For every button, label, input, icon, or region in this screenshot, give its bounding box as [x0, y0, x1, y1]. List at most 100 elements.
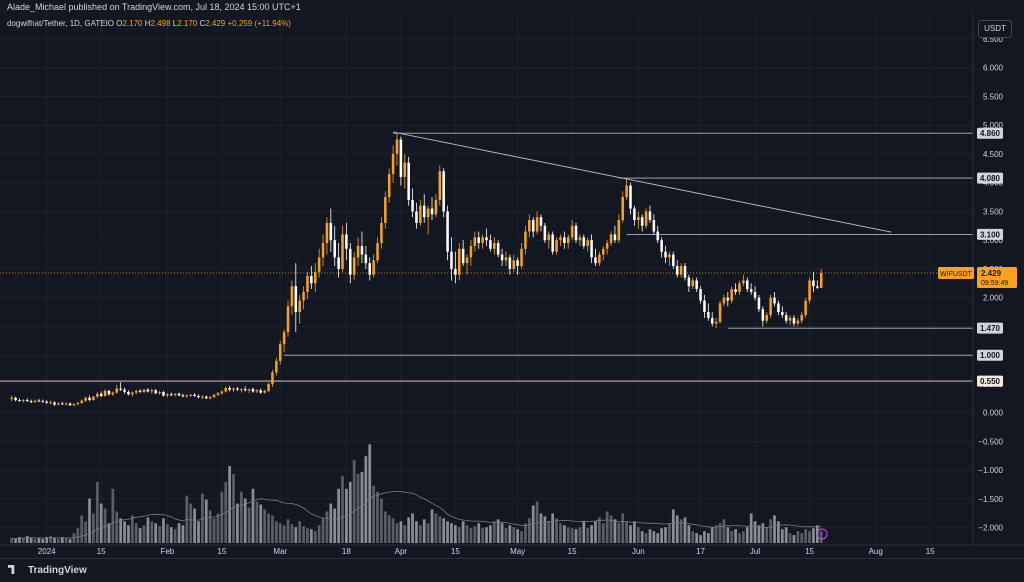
volume-bar [107, 523, 111, 543]
volume-bar [204, 499, 208, 543]
volume-bar [395, 523, 399, 543]
tradingview-logo[interactable]: TradingView [8, 565, 87, 576]
volume-bar [574, 529, 578, 543]
x-tick-label: 15 [568, 547, 577, 556]
candle-body [438, 171, 442, 200]
volume-bar [360, 471, 364, 543]
candle-body [68, 403, 72, 406]
volume-bar [267, 513, 270, 543]
candle-body [376, 243, 379, 261]
publisher-header: Alade_Michael published on TradingView.c… [0, 0, 1024, 13]
trendline[interactable] [392, 131, 892, 233]
volume-bar [271, 515, 274, 543]
volume-bar [333, 508, 337, 543]
volume-bar [76, 528, 80, 543]
candle-body [695, 280, 698, 290]
footer: TradingView [0, 558, 1024, 582]
volume-bar [469, 528, 473, 543]
volume-bar [687, 525, 691, 543]
candle-body [228, 387, 231, 390]
candle-body [446, 211, 449, 252]
candle-body [516, 260, 519, 267]
volume-bar [165, 524, 169, 543]
candle-body [329, 222, 333, 241]
candle-body [399, 139, 403, 177]
candle-body [224, 387, 228, 392]
x-tick-label: 15 [451, 547, 460, 556]
volume-bar [516, 529, 519, 543]
candle-body [777, 303, 780, 313]
candle-body [629, 185, 632, 209]
candle-body [481, 237, 484, 244]
candle-body [352, 257, 356, 275]
currency-button[interactable]: USDT [978, 20, 1012, 38]
candle-body [808, 280, 811, 301]
volume-bar [652, 531, 656, 543]
candle-body [177, 393, 181, 396]
volume-bar [154, 523, 158, 543]
candle-body [773, 297, 776, 304]
volume-bar [387, 515, 391, 543]
candle-body [57, 403, 60, 405]
candle-body [306, 275, 309, 292]
volume-bar [294, 527, 298, 543]
volume-bar [473, 526, 477, 543]
volume-bar [485, 527, 488, 543]
candle-body [341, 234, 344, 269]
volume-bar [430, 509, 434, 543]
candle-body [640, 217, 644, 226]
candle-body [205, 396, 208, 399]
candle-body [298, 300, 301, 313]
candle-body [372, 260, 375, 275]
candle-body [539, 217, 543, 226]
volume-bar [753, 521, 757, 543]
volume-bar [547, 521, 551, 543]
volume-bar [403, 525, 407, 543]
volume-bar [773, 515, 776, 543]
candle-body [158, 392, 161, 394]
volume-bar [352, 460, 356, 543]
candle-body [520, 248, 523, 267]
candle-body [812, 280, 815, 287]
volume-bar [21, 538, 25, 543]
volume-bar [555, 518, 558, 543]
ticker-tag [938, 267, 974, 280]
candle-body [512, 260, 516, 269]
candle-body [442, 171, 445, 212]
candle-body [434, 199, 438, 215]
volume-bar [718, 523, 722, 543]
countdown-label: 09:59:49 [981, 280, 1008, 287]
level-price-label: 1.470 [980, 324, 1001, 333]
candle-body [652, 220, 656, 232]
volume-bar [236, 503, 239, 543]
candle-body [461, 248, 465, 264]
y-tick-label: −2.000 [978, 524, 1003, 533]
volume-ma-line [11, 490, 822, 540]
volume-bar [819, 531, 823, 543]
candle-body [800, 314, 804, 321]
price-chart[interactable]: 6.5006.0005.5005.0004.5004.0003.5003.000… [0, 13, 1024, 558]
candle-body [146, 389, 150, 392]
volume-bar [621, 513, 625, 543]
candle-body [609, 234, 613, 244]
candle-body [247, 389, 251, 391]
volume-bar [710, 527, 714, 543]
candle-body [769, 297, 772, 315]
volume-bar [418, 525, 422, 543]
volume-bar [489, 525, 492, 543]
volume-bar [780, 529, 784, 543]
candle-body [72, 404, 76, 406]
volume-bar [481, 528, 484, 543]
volume-bar [539, 513, 543, 543]
candle-body [131, 392, 134, 395]
volume-bar [590, 525, 593, 543]
candle-body [216, 393, 220, 395]
volume-bar [282, 525, 286, 543]
volume-bar [208, 510, 212, 543]
volume-bar [722, 519, 726, 543]
volume-bar [290, 524, 294, 543]
replay-icon[interactable] [816, 528, 828, 540]
level-price-label: 3.100 [980, 230, 1001, 239]
y-tick-label: −0.500 [978, 437, 1003, 446]
volume-bar [33, 539, 37, 543]
